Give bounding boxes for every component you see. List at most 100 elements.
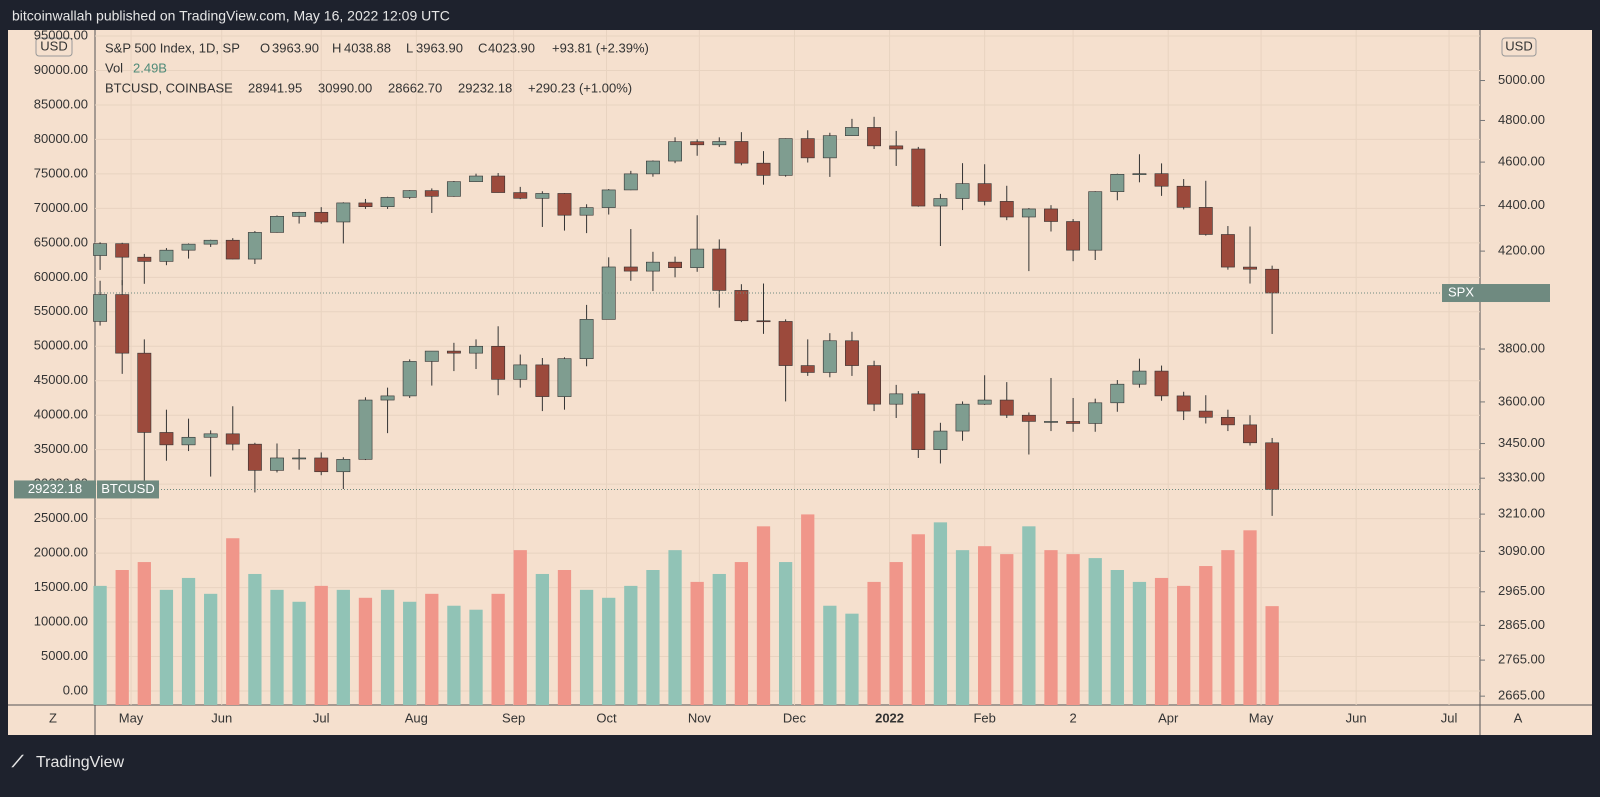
candle-body [225,239,240,260]
candle-body [491,345,506,380]
candle-body [911,393,926,450]
volume-bar [425,593,439,705]
candle-body [579,319,594,359]
y2-tick-label: 3090.00 [1498,543,1545,558]
y2-tick-label: 2965.00 [1498,583,1545,598]
y-tick-label: 90000.00 [34,62,88,77]
candle-body [557,193,572,216]
volume-bar [358,597,373,705]
volume-bar [668,550,682,705]
candle-body [491,175,506,193]
volume-bar [911,534,925,705]
legend-value: 4038.88 [344,40,391,55]
candle-body [1132,173,1147,175]
y2-tick-label: 5000.00 [1498,72,1545,87]
volume-bar [469,609,483,705]
candle-body [469,345,483,354]
candle-body [402,361,417,397]
volume-bar [491,593,505,705]
candle-body [469,175,483,182]
y-tick-label: 0.00 [63,682,88,697]
auto-button[interactable]: A [1514,710,1523,725]
legend: S&P 500 Index, 1D, SP O 3963.90 H 4038.8… [105,40,649,95]
volume-bar [712,573,726,705]
volume-bar [646,570,660,705]
volume-bar [535,573,550,705]
candle-body [424,190,439,197]
x-tick-label: Aug [405,710,428,725]
volume-bar [602,597,616,705]
y2-tick-label: 2765.00 [1498,652,1545,667]
plot [93,30,1480,705]
volume-bar [734,562,749,705]
candle-body [402,190,417,198]
left-currency: USD [40,38,67,53]
volume-bar [513,550,527,705]
candle-body [1198,410,1213,418]
y-tick-label: 20000.00 [34,545,88,560]
legend-value: 3963.90 [416,40,463,55]
candle-body [446,350,461,354]
x-tick-label: Jun [1346,710,1367,725]
candle-body [424,350,439,362]
candle-body [1132,370,1147,385]
candle-body [1088,191,1103,251]
candle-body [712,141,727,146]
volume-bar [115,570,129,705]
legend-value: 29232.18 [458,80,512,95]
volume-bar [1199,566,1213,705]
candle-body [1021,208,1036,218]
series-tag-name: BTCUSD [101,481,154,496]
volume-bar [314,585,328,705]
volume-bar [380,589,395,705]
candle-body [292,211,307,217]
volume-bar [690,581,704,705]
volume-bar [889,562,903,705]
legend-change: +93.81 (+2.39%) [552,40,649,55]
legend-key: C [478,40,487,55]
currency-box[interactable] [1501,37,1537,57]
volume-bar [1000,554,1014,705]
volume-bar [447,605,461,705]
series-tag [1480,284,1550,303]
series-tag [97,480,159,499]
candle-body [1220,416,1235,426]
candle-body [181,243,196,251]
volume-bar [801,514,815,705]
candle-body [955,183,970,199]
candle-body [911,148,926,207]
y-tick-label: 50000.00 [34,338,88,353]
candle-body [668,261,682,268]
candle-body [889,145,904,150]
candle-body [358,399,373,460]
candle-body [999,201,1014,218]
volume-bar [955,550,970,705]
y2-tick-label: 3800.00 [1498,340,1545,355]
volume-bar [248,573,262,705]
legend-value: 28941.95 [248,80,302,95]
volume-bar [978,546,992,705]
candle-body [380,395,395,401]
candle-body [203,239,218,245]
volume-bar [624,585,638,705]
price-pill [14,480,96,499]
volume-bar [1044,550,1058,705]
candle-body [867,127,882,147]
currency-box[interactable] [35,37,73,57]
candle-body [778,138,793,176]
candle-body [889,393,904,405]
volume-bar [1110,570,1124,705]
volume-bar [1088,558,1102,705]
y-tick-label: 5000.00 [41,648,88,663]
candle-body [1243,424,1257,444]
zoom-button[interactable]: Z [49,710,57,725]
candle-body [336,202,351,223]
price-pill-value: 29232.18 [28,481,82,496]
y-tick-label: 15000.00 [34,579,88,594]
x-tick-label: May [1249,710,1274,725]
candle-body [380,197,395,208]
x-tick-label: 2 [1069,710,1076,725]
legend-key: O [260,40,270,55]
series-tag-name: SPX [1448,284,1474,299]
